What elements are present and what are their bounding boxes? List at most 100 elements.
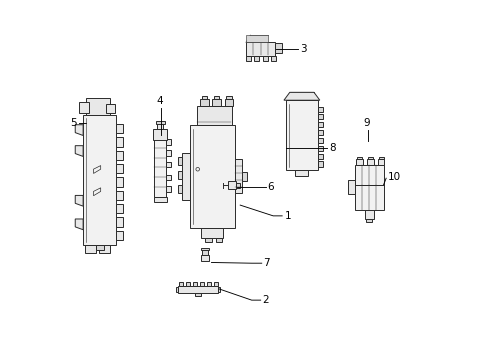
Bar (234, 159, 241, 193)
Bar (377, 159, 384, 165)
Polygon shape (75, 125, 83, 135)
Bar (245, 56, 250, 61)
Bar (215, 238, 222, 242)
Bar (165, 139, 171, 145)
Bar (200, 282, 204, 286)
Bar (347, 180, 354, 194)
Bar (116, 124, 122, 133)
Bar (176, 287, 178, 292)
Bar (262, 56, 267, 61)
Bar (213, 95, 219, 99)
Text: 5: 5 (70, 118, 77, 128)
Bar (317, 138, 323, 143)
Bar (96, 246, 104, 250)
Text: 8: 8 (328, 143, 335, 153)
Polygon shape (75, 219, 83, 230)
Bar (165, 186, 171, 192)
Bar (201, 248, 209, 250)
Bar (116, 164, 122, 173)
Bar (106, 104, 115, 113)
Text: 2: 2 (262, 295, 268, 305)
Bar (364, 210, 373, 219)
Bar (157, 122, 163, 129)
Bar (241, 172, 246, 181)
Bar (154, 138, 165, 197)
Bar (201, 255, 208, 261)
Bar (275, 42, 281, 53)
Bar (317, 161, 323, 167)
Polygon shape (75, 146, 83, 157)
Text: 4: 4 (156, 96, 163, 106)
Bar (317, 122, 323, 127)
Polygon shape (284, 92, 319, 100)
Bar (235, 183, 239, 188)
Text: 6: 6 (267, 182, 273, 192)
Bar (182, 153, 189, 200)
Bar (153, 129, 167, 140)
Bar (99, 246, 110, 253)
Bar (317, 114, 323, 120)
Bar (178, 171, 182, 179)
Bar (217, 287, 219, 292)
Bar (178, 157, 182, 165)
Bar (225, 95, 231, 99)
Bar (354, 165, 383, 185)
Bar (212, 99, 221, 105)
Bar (79, 102, 89, 113)
Text: 3: 3 (300, 44, 306, 54)
Bar (285, 100, 317, 170)
Bar (204, 238, 211, 242)
Bar (116, 204, 122, 213)
Polygon shape (75, 195, 83, 206)
Bar (317, 154, 323, 159)
Bar (116, 150, 122, 160)
Bar (271, 56, 276, 61)
Bar (367, 157, 372, 159)
Bar (356, 157, 362, 159)
Bar (201, 95, 207, 99)
Bar (214, 282, 218, 286)
Bar (366, 159, 373, 165)
Bar (254, 56, 259, 61)
Bar (193, 282, 197, 286)
Bar (317, 107, 323, 112)
Bar (178, 185, 182, 193)
Bar (295, 170, 308, 176)
Bar (202, 250, 207, 255)
Bar (317, 130, 323, 135)
Bar (206, 282, 211, 286)
Bar (185, 282, 190, 286)
Text: 9: 9 (363, 118, 369, 128)
Bar (85, 246, 96, 253)
Bar (165, 150, 171, 156)
Bar (195, 293, 201, 296)
Text: 7: 7 (263, 258, 269, 268)
Bar (189, 125, 234, 228)
Bar (317, 146, 323, 151)
Bar (201, 228, 223, 238)
Text: 10: 10 (387, 172, 400, 182)
Bar (196, 105, 231, 125)
Bar (156, 121, 164, 124)
Bar (116, 177, 122, 187)
Text: 1: 1 (284, 211, 291, 221)
Bar (227, 181, 235, 189)
Bar (165, 175, 171, 180)
Bar (116, 137, 122, 147)
Bar (289, 92, 313, 100)
Bar (116, 217, 122, 227)
Bar (116, 191, 122, 200)
Bar (356, 159, 362, 165)
Bar (366, 219, 371, 222)
Bar (153, 197, 166, 202)
Bar (179, 282, 183, 286)
Bar (83, 114, 116, 246)
Bar (200, 99, 208, 105)
Bar (116, 231, 122, 240)
Bar (245, 42, 275, 56)
Bar (245, 35, 267, 42)
Bar (224, 99, 233, 105)
Bar (378, 157, 383, 159)
Bar (165, 162, 171, 167)
Bar (86, 98, 109, 114)
